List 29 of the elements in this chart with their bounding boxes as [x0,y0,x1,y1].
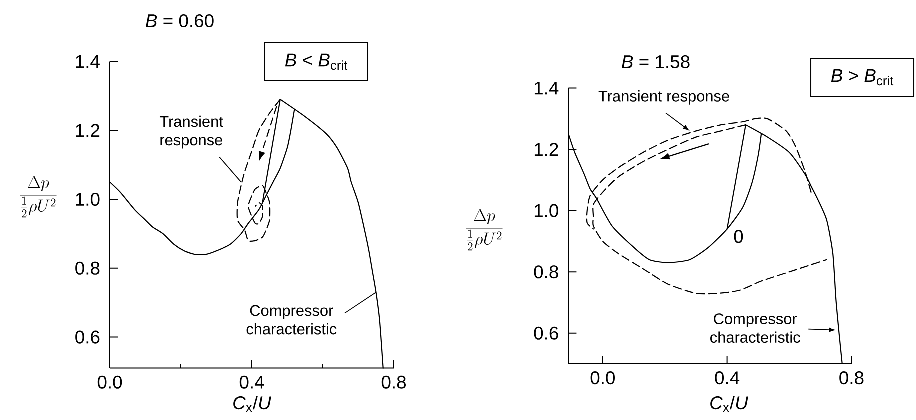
y-tick-label: 0.8 [534,266,558,279]
x-axis-title: C$_{x}$/U [234,396,272,412]
y-axis-title: $\frac{\Delta p}{\frac{1}{2}\rho U^{2}}$ [466,209,503,251]
y-axis-title: $\frac{\Delta p}{\frac{1}{2}\rho U^{2}}$ [20,176,57,218]
x-tick-label: 0.8 [382,376,406,389]
x-axis-title: C$_{x}$/U [710,396,748,412]
y-tick-label: 0.6 [534,326,558,340]
annotation: Transient response [160,116,224,149]
x-tick-label: 0.8 [840,372,864,385]
annotation: Compressor characteristic [246,305,337,335]
text: B > B$_{crit}$ [831,69,894,86]
annotation: Compressor characteristic [710,314,800,344]
annotation: B < B$_{crit}$ [285,54,348,70]
x-tick-label: 0.4 [240,376,264,389]
chart-title: B = 1.58 [622,55,690,69]
chart-title: B = 0.60 [146,14,214,28]
x-tick-label: 0.0 [98,376,122,389]
y-tick-label: 1.4 [76,55,100,68]
y-tick-label: 0.8 [76,262,100,275]
y-tick-label: 1.4 [534,82,559,95]
y-tick-label: 1.0 [534,204,558,218]
x-tick-label: 0.4 [715,372,740,385]
y-tick-label: 1.2 [534,143,558,156]
annotation: 0 [734,230,744,244]
x-tick-label: 0.0 [590,372,616,385]
y-tick-label: 0.6 [76,330,100,344]
annotation: Transient response [598,90,730,105]
y-tick-label: 1.2 [76,124,100,138]
y-tick-label: 1.0 [76,192,100,206]
